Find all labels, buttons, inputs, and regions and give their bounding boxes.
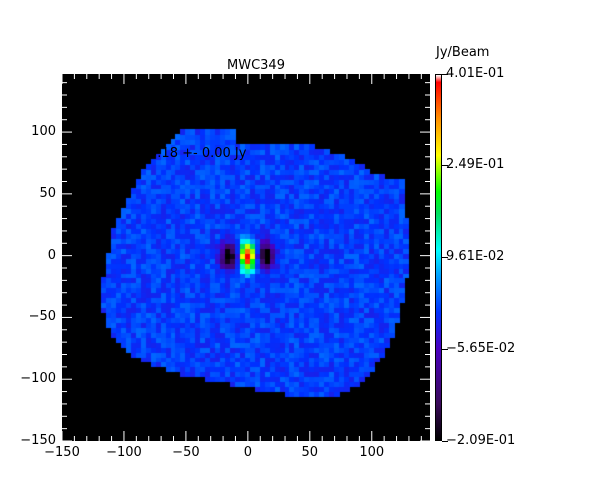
colorbar-tick-mark [442, 349, 448, 351]
y-tick-label: 0 [47, 247, 56, 263]
x-tick-label: −50 [172, 445, 200, 460]
y-tick-label: 100 [31, 124, 56, 140]
x-tick-label: 0 [243, 445, 252, 460]
colorbar [435, 74, 442, 441]
colorbar-tick-mark [442, 74, 448, 75]
axis-ticks [62, 74, 430, 441]
colorbar-tick-label: −2.09E-01 [446, 433, 516, 448]
x-tick-label: 100 [359, 445, 385, 460]
y-tick-label: 50 [39, 185, 56, 201]
colorbar-tick-mark [442, 441, 448, 442]
x-tick-label: 50 [301, 445, 319, 460]
colorbar-tick-label: 2.49E-01 [446, 157, 505, 173]
colorbar-tick-mark [442, 257, 448, 259]
y-tick-label: −150 [20, 433, 56, 448]
x-tick-label: −100 [106, 445, 142, 460]
colorbar-tick-mark [442, 165, 448, 167]
y-tick-label: −100 [20, 371, 56, 387]
colorbar-tick-label: −5.65E-02 [446, 341, 516, 357]
colorbar-tick-label: 4.01E-01 [446, 66, 505, 81]
flux-annotation: = 0.18 +- 0.00 Jy [134, 146, 247, 161]
image-map [62, 74, 430, 441]
colorbar-label: Jy/Beam [436, 45, 490, 60]
image-plot: = 0.18 +- 0.00 Jy [62, 74, 430, 441]
chart-title: MWC349 [227, 58, 285, 73]
y-tick-label: −50 [28, 309, 56, 325]
colorbar-tick-label: 9.61E-02 [446, 249, 505, 265]
x-tick-label: −150 [44, 445, 80, 460]
